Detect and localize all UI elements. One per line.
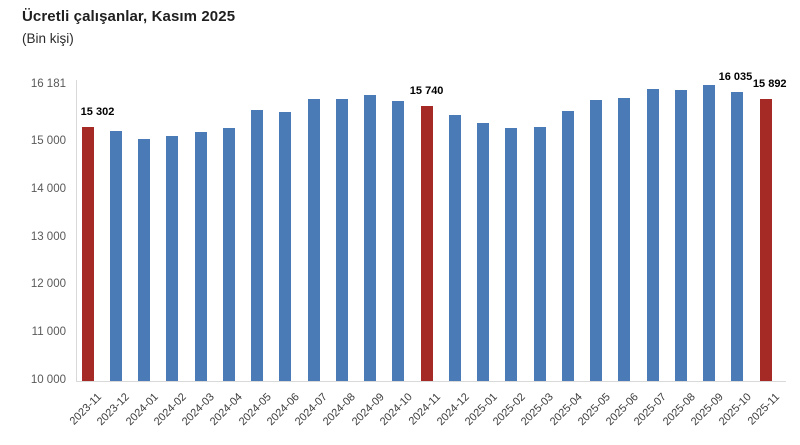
bar-2024-10[interactable] xyxy=(392,101,405,381)
bar-2025-07[interactable] xyxy=(646,89,659,381)
y-axis-tick: 15 000 xyxy=(30,134,66,147)
bar-2025-09[interactable] xyxy=(703,85,716,381)
bar-2025-03[interactable] xyxy=(533,126,546,381)
value-label-2024-11: 15 740 xyxy=(409,85,444,98)
y-axis-line xyxy=(76,80,77,382)
bar-2025-02[interactable] xyxy=(505,127,518,381)
x-axis-line xyxy=(76,381,786,382)
chart-title: Ücretli çalışanlar, Kasım 2025 xyxy=(22,8,236,25)
bar-2025-08[interactable] xyxy=(674,90,687,381)
bar-2024-09[interactable] xyxy=(364,94,377,381)
bar-2024-03[interactable] xyxy=(194,131,207,381)
y-axis-tick: 14 000 xyxy=(30,182,66,195)
y-axis-tick: 11 000 xyxy=(31,326,66,339)
bar-2023-11[interactable] xyxy=(81,127,94,381)
bar-2024-06[interactable] xyxy=(279,112,292,381)
bar-2025-11[interactable] xyxy=(759,99,772,381)
bar-2025-10[interactable] xyxy=(731,92,744,381)
bar-2024-07[interactable] xyxy=(307,98,320,381)
value-label-2025-10: 16 035 xyxy=(718,71,753,84)
bar-2024-05[interactable] xyxy=(251,109,264,381)
bar-2025-05[interactable] xyxy=(590,99,603,381)
value-label-2025-11: 15 892 xyxy=(752,78,787,91)
bar-2025-06[interactable] xyxy=(618,98,631,381)
bar-2025-01[interactable] xyxy=(477,122,490,381)
y-axis-tick: 13 000 xyxy=(30,230,66,243)
y-axis-tick: 10 000 xyxy=(30,374,66,386)
bar-2024-04[interactable] xyxy=(222,128,235,381)
value-label-2023-11: 15 302 xyxy=(80,106,115,119)
bar-2024-02[interactable] xyxy=(166,135,179,381)
y-axis-tick: 12 000 xyxy=(30,278,66,291)
bar-2024-01[interactable] xyxy=(138,138,151,381)
chart-subtitle: (Bin kişi) xyxy=(22,31,74,46)
bar-2025-04[interactable] xyxy=(561,111,574,381)
bar-2024-11[interactable] xyxy=(420,106,433,381)
bar-2024-12[interactable] xyxy=(448,114,461,381)
bar-2024-08[interactable] xyxy=(335,99,348,381)
y-axis-tick: 16 181 xyxy=(30,78,66,91)
bar-2023-12[interactable] xyxy=(109,130,122,381)
